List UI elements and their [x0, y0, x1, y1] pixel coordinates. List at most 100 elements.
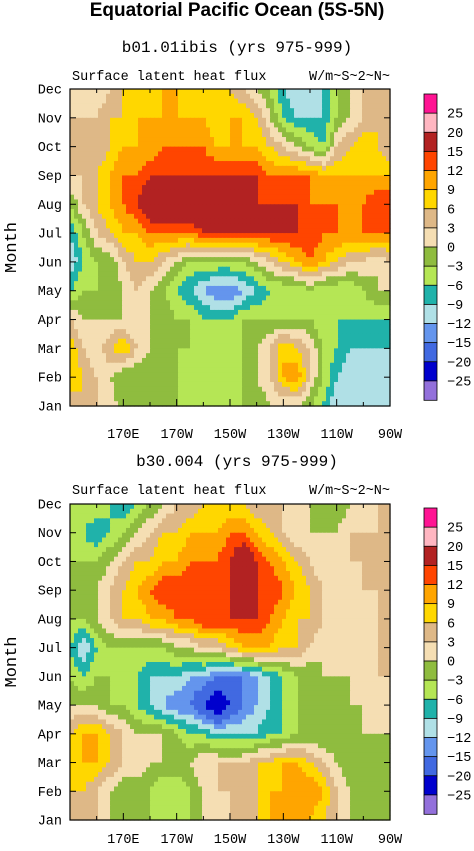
heatmap-cell — [358, 266, 363, 273]
heatmap-cell — [70, 367, 75, 373]
heatmap-cell — [250, 295, 255, 301]
heatmap-cell — [334, 343, 339, 349]
heatmap-cell — [262, 362, 267, 369]
heatmap-cell — [178, 381, 183, 388]
heatmap-cell — [382, 343, 387, 349]
heatmap-cell — [286, 122, 291, 129]
heatmap-cell — [142, 141, 147, 148]
heatmap-cell — [106, 348, 111, 354]
heatmap-cell — [150, 300, 155, 306]
heatmap-cell — [330, 185, 335, 191]
heatmap-cell — [374, 261, 379, 268]
heatmap-cell — [378, 170, 383, 177]
heatmap-cell — [114, 228, 119, 234]
heatmap-cell — [310, 372, 315, 378]
heatmap-cell — [202, 146, 207, 153]
heatmap-cell — [250, 122, 255, 129]
heatmap-cell — [154, 213, 159, 220]
heatmap-cell — [70, 252, 75, 258]
heatmap-cell — [82, 261, 87, 268]
heatmap-cell — [302, 367, 307, 373]
heatmap-cell — [362, 213, 367, 220]
heatmap-cell — [306, 141, 311, 148]
heatmap-cell — [154, 127, 159, 133]
heatmap-cell — [242, 218, 247, 225]
heatmap-cell — [358, 333, 363, 340]
heatmap-cell — [194, 113, 199, 119]
heatmap-cell — [242, 161, 247, 167]
heatmap-cell — [194, 257, 199, 263]
heatmap-cell — [370, 237, 375, 244]
heatmap-cell — [134, 204, 139, 210]
heatmap-cell — [186, 137, 191, 143]
heatmap-cell — [74, 300, 79, 306]
heatmap-cell — [158, 189, 163, 196]
heatmap-cell — [334, 98, 339, 105]
heatmap-cell — [174, 343, 179, 349]
heatmap-cell — [258, 276, 263, 282]
heatmap-cell — [314, 300, 319, 306]
heatmap-cell — [358, 185, 363, 191]
heatmap-cell — [74, 175, 79, 181]
heatmap-cell — [154, 285, 159, 292]
heatmap-cell — [286, 103, 291, 109]
heatmap-cell — [170, 89, 175, 95]
heatmap-cell — [302, 252, 307, 258]
heatmap-cell — [382, 194, 387, 201]
heatmap-cell — [250, 233, 255, 239]
heatmap-cell — [366, 367, 371, 373]
heatmap-cell — [374, 156, 379, 162]
heatmap-cell — [166, 348, 171, 354]
heatmap-cell — [342, 290, 347, 297]
heatmap-cell — [250, 324, 255, 330]
heatmap-cell — [274, 271, 279, 277]
heatmap-cell — [350, 314, 355, 321]
heatmap-cell — [166, 324, 171, 330]
heatmap-cell — [194, 338, 199, 345]
heatmap-cell — [106, 247, 111, 253]
heatmap-cell — [146, 137, 151, 143]
heatmap-cell — [262, 127, 267, 133]
heatmap-cell — [274, 300, 279, 306]
heatmap-cell — [206, 343, 211, 349]
heatmap-cell — [258, 228, 263, 234]
heatmap-cell — [366, 266, 371, 273]
heatmap-cell — [310, 247, 315, 253]
heatmap-cell — [114, 137, 119, 143]
heatmap-cell — [78, 233, 83, 239]
heatmap-cell — [94, 372, 99, 378]
heatmap-cell — [350, 93, 355, 100]
heatmap-cell — [130, 98, 135, 105]
heatmap-cell — [98, 257, 103, 263]
heatmap-cell — [342, 353, 347, 359]
heatmap-cell — [222, 357, 227, 364]
heatmap-cell — [166, 377, 171, 383]
heatmap-cell — [246, 194, 251, 201]
heatmap-cell — [330, 333, 335, 340]
heatmap-cell — [82, 242, 87, 249]
heatmap-cell — [106, 271, 111, 277]
heatmap-cell — [174, 175, 179, 181]
heatmap-cell — [362, 218, 367, 225]
heatmap-cell — [350, 247, 355, 253]
heatmap-cell — [366, 199, 371, 205]
heatmap-cell — [162, 300, 167, 306]
heatmap-cell — [334, 146, 339, 153]
heatmap-cell — [94, 213, 99, 220]
heatmap-cell — [206, 103, 211, 109]
heatmap-cell — [134, 189, 139, 196]
heatmap-cell — [218, 314, 223, 321]
heatmap-cell — [250, 367, 255, 373]
heatmap-cell — [114, 199, 119, 205]
heatmap-cell — [194, 309, 199, 316]
heatmap-cell — [194, 237, 199, 244]
heatmap-cell — [242, 209, 247, 215]
heatmap-cell — [130, 242, 135, 249]
heatmap-cell — [386, 180, 391, 186]
heatmap-cell — [218, 237, 223, 244]
heatmap-cell — [226, 276, 231, 282]
heatmap-cell — [94, 266, 99, 273]
heatmap-cell — [182, 372, 187, 378]
heatmap-cell — [114, 165, 119, 172]
heatmap-cell — [250, 237, 255, 244]
